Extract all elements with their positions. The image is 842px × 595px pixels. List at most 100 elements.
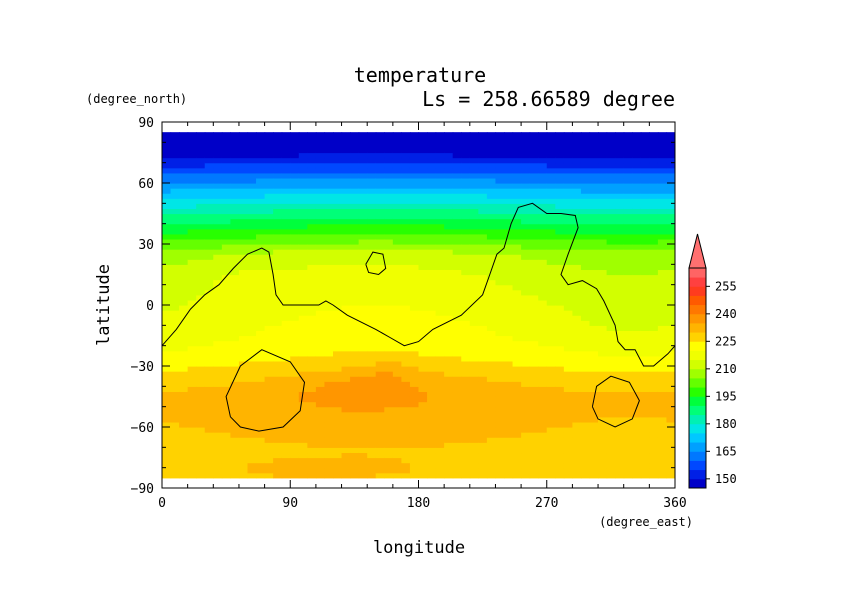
field-cell xyxy=(598,299,608,306)
field-cell xyxy=(247,299,257,306)
field-cell xyxy=(666,335,675,342)
field-cell xyxy=(580,447,591,454)
field-cell xyxy=(367,157,377,164)
field-cell xyxy=(238,310,249,316)
field-cell xyxy=(461,264,471,271)
field-cell xyxy=(649,447,659,454)
field-cell xyxy=(230,172,240,179)
field-cell xyxy=(281,167,291,174)
field-cell xyxy=(230,442,240,448)
field-cell xyxy=(444,208,454,215)
field-cell xyxy=(640,284,650,291)
field-cell xyxy=(281,244,291,250)
field-cell xyxy=(615,208,625,215)
field-cell xyxy=(341,223,351,230)
field-cell xyxy=(418,320,428,326)
field-cell xyxy=(615,294,625,301)
field-cell xyxy=(273,249,283,255)
field-cell xyxy=(666,233,675,240)
field-cell xyxy=(572,167,582,174)
field-cell xyxy=(512,340,522,347)
field-cell xyxy=(632,335,642,342)
field-cell xyxy=(204,340,214,347)
field-cell xyxy=(572,442,582,448)
field-cell xyxy=(162,310,172,316)
field-cell xyxy=(632,172,642,179)
field-cell xyxy=(666,132,675,138)
field-cell xyxy=(221,366,231,372)
field-cell xyxy=(392,462,402,469)
field-cell xyxy=(546,325,556,332)
field-cell xyxy=(221,360,231,367)
field-cell xyxy=(504,355,514,362)
field-cell xyxy=(418,330,428,337)
field-cell xyxy=(290,218,300,225)
field-cell xyxy=(256,228,266,235)
field-cell xyxy=(247,269,257,276)
field-cell xyxy=(401,208,411,215)
field-cell xyxy=(350,218,360,225)
field-cell xyxy=(307,391,317,398)
field-cell xyxy=(409,137,420,143)
field-cell xyxy=(555,325,565,332)
field-cell xyxy=(221,233,231,240)
field-cell xyxy=(238,269,249,276)
field-cell xyxy=(281,371,291,377)
field-cell xyxy=(187,462,197,469)
field-cell xyxy=(555,315,565,321)
field-cell xyxy=(341,310,351,316)
field-cell xyxy=(486,340,497,347)
field-cell xyxy=(350,228,360,235)
field-cell xyxy=(238,371,249,377)
field-cell xyxy=(307,437,317,443)
field-cell xyxy=(221,193,231,199)
field-cell xyxy=(247,437,257,443)
field-cell xyxy=(256,320,266,326)
field-cell xyxy=(221,371,231,377)
field-cell xyxy=(529,325,539,332)
field-cell xyxy=(623,132,633,138)
field-cell xyxy=(162,305,172,311)
field-cell xyxy=(213,376,223,382)
field-cell xyxy=(392,391,402,398)
field-cell xyxy=(452,452,462,459)
field-cell xyxy=(401,233,411,240)
field-cell xyxy=(204,299,214,306)
field-cell xyxy=(307,188,317,194)
field-cell xyxy=(247,289,257,296)
field-cell xyxy=(504,396,514,403)
field-cell xyxy=(444,193,454,199)
field-cell xyxy=(384,452,394,459)
field-cell xyxy=(238,233,249,240)
field-cell xyxy=(341,396,351,403)
field-cell xyxy=(204,254,214,260)
field-cell xyxy=(452,299,462,306)
field-cell xyxy=(290,345,300,352)
field-cell xyxy=(418,457,428,464)
field-cell xyxy=(281,208,291,215)
field-cell xyxy=(401,254,411,260)
field-cell xyxy=(657,437,668,443)
field-cell xyxy=(649,188,659,194)
field-cell xyxy=(521,172,531,179)
field-cell xyxy=(273,315,283,321)
field-cell xyxy=(538,244,548,250)
field-cell xyxy=(478,427,488,433)
field-cell xyxy=(264,147,274,154)
field-cell xyxy=(427,305,437,311)
field-cell xyxy=(367,345,377,352)
field-cell xyxy=(221,223,231,230)
field-cell xyxy=(162,335,172,342)
field-cell xyxy=(281,228,291,235)
field-cell xyxy=(418,208,428,215)
field-cell xyxy=(307,183,317,189)
field-cell xyxy=(580,391,591,398)
field-cell xyxy=(435,208,445,215)
field-cell xyxy=(247,264,257,271)
field-cell xyxy=(589,238,599,245)
field-cell xyxy=(333,360,343,367)
field-cell xyxy=(333,167,343,174)
field-cell xyxy=(469,401,479,408)
field-cell xyxy=(384,157,394,164)
field-cell xyxy=(341,366,351,372)
